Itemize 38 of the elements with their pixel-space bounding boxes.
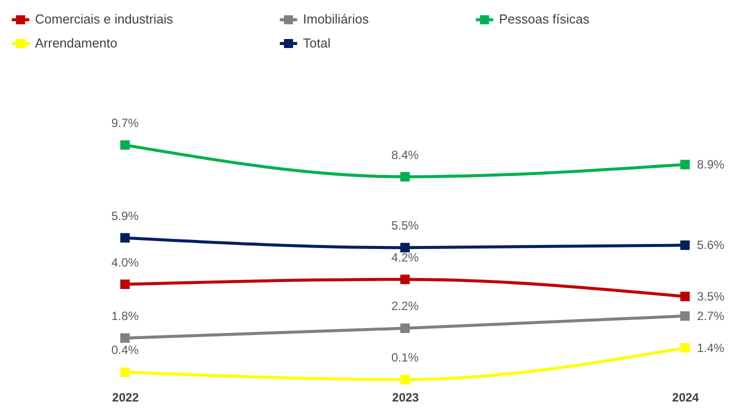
- data-label: 1.4%: [697, 340, 725, 355]
- point: [120, 333, 130, 343]
- data-label: 4.2%: [391, 250, 419, 264]
- point: [680, 343, 690, 353]
- data-label: 5.6%: [697, 238, 725, 252]
- point: [400, 324, 410, 333]
- data-label: 2.2%: [391, 299, 419, 314]
- data-label: 5.5%: [391, 218, 419, 233]
- point: [120, 367, 130, 377]
- legend-label: Imobiliários: [303, 12, 370, 27]
- point: [400, 242, 410, 252]
- legend-label: Total: [303, 36, 331, 50]
- data-label: 8.4%: [391, 148, 419, 162]
- data-label: 9.7%: [111, 116, 139, 130]
- data-label: 5.9%: [111, 208, 139, 223]
- point: [400, 274, 410, 284]
- point: [120, 280, 130, 290]
- point: [680, 240, 690, 250]
- x-tick-label: 2024: [672, 390, 700, 404]
- point: [680, 160, 690, 170]
- point: [400, 374, 410, 384]
- point: [680, 311, 690, 321]
- data-label: 4.0%: [111, 255, 139, 270]
- legend-label: Pessoas físicas: [499, 12, 590, 27]
- x-tick-label: 2023: [392, 390, 420, 404]
- point: [120, 233, 130, 243]
- point: [680, 292, 690, 302]
- data-label: 8.9%: [697, 158, 725, 172]
- legend-label: Comerciais e industriais: [35, 12, 174, 27]
- point: [120, 140, 130, 150]
- legend-label: Arrendamento: [35, 36, 118, 50]
- point: [400, 172, 410, 182]
- data-label: 3.5%: [697, 289, 725, 304]
- data-label: 1.8%: [111, 309, 139, 324]
- data-label: 0.4%: [111, 343, 139, 358]
- x-tick-label: 2022: [112, 390, 140, 404]
- data-label: 2.7%: [697, 309, 725, 324]
- data-label: 0.1%: [391, 350, 419, 365]
